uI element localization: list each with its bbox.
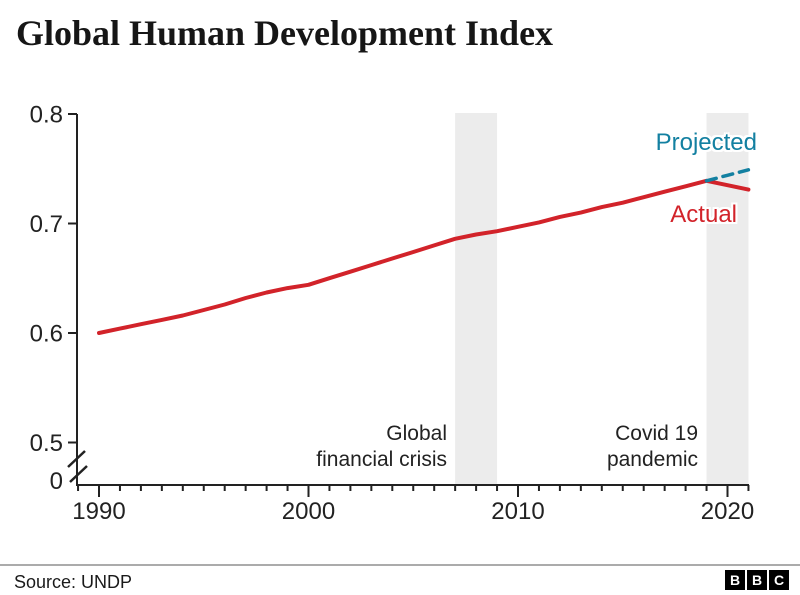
bbc-logo: B B C [725, 570, 789, 590]
annotation-line: financial crisis [316, 448, 447, 471]
x-tick-label: 2000 [282, 498, 335, 525]
annotation-financial-crisis: Global financial crisis [316, 421, 447, 473]
y-tick-label: 0.5 [30, 430, 63, 457]
bbc-logo-block: B [747, 570, 767, 590]
chart-canvas: 0.8 0.7 0.6 0.5 0 1990 2000 2010 2020 [30, 102, 755, 526]
series-label-actual: Actual [670, 201, 737, 228]
page-title: Global Human Development Index [16, 13, 554, 53]
y-tick-label: 0.6 [30, 321, 63, 348]
source-credit: Source: UNDP [14, 572, 133, 592]
y-zero-label: 0 [50, 468, 63, 495]
x-tick-label: 1990 [72, 498, 125, 525]
axis-break-mark [67, 450, 86, 468]
highlight-band [455, 113, 498, 485]
y-tick-label: 0.8 [30, 102, 63, 129]
annotation-line: Covid 19 [615, 422, 698, 445]
series-line-projected [704, 168, 751, 183]
x-tick-label: 2020 [701, 498, 754, 525]
x-tick-label: 2010 [491, 498, 544, 525]
annotation-covid-pandemic: Covid 19 pandemic [607, 421, 698, 473]
annotation-line: pandemic [606, 448, 698, 471]
bbc-logo-block: C [769, 570, 789, 590]
y-tick-label: 0.7 [30, 211, 63, 238]
series-label-projected: Projected [655, 129, 757, 156]
bbc-logo-block: B [725, 570, 745, 590]
footer: Source: UNDP B B C [0, 564, 800, 595]
annotation-line: Global [386, 422, 447, 445]
highlight-band [706, 113, 749, 485]
series-line-actual [97, 178, 751, 335]
axis-break-mark [69, 465, 88, 483]
